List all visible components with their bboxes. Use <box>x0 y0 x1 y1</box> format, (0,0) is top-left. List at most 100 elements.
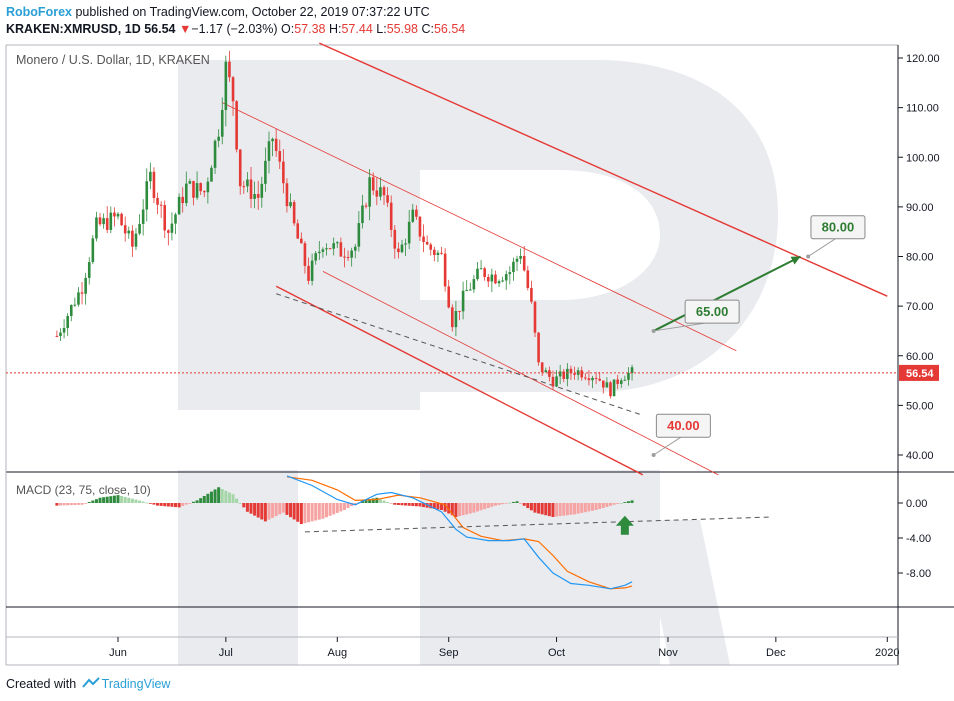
macd-histogram-bar <box>558 503 562 517</box>
macd-histogram-bar <box>307 503 311 523</box>
macd-histogram-bar <box>105 496 109 503</box>
candle-body <box>152 171 156 198</box>
candle-body <box>343 256 346 258</box>
candle-body <box>361 205 364 224</box>
macd-histogram-bar <box>267 503 271 520</box>
macd-histogram-bar <box>303 503 307 524</box>
macd-histogram-bar <box>529 503 533 511</box>
candle-body <box>400 244 404 253</box>
candle-body <box>497 281 501 284</box>
candle-body <box>415 209 418 217</box>
macd-histogram-bar <box>576 503 580 514</box>
macd-histogram-bar <box>623 502 627 503</box>
macd-histogram-bar <box>565 503 569 516</box>
candle-body <box>397 248 400 253</box>
candle-body <box>235 101 238 150</box>
macd-histogram-bar <box>526 503 530 509</box>
candle-body <box>271 138 274 142</box>
down-triangle-icon: ▼ <box>178 22 192 36</box>
macd-tick-label: -4.00 <box>906 533 931 545</box>
macd-histogram-bar <box>389 503 393 504</box>
candle-body <box>300 238 303 244</box>
macd-histogram-bar <box>184 503 188 505</box>
candle-body <box>145 181 149 210</box>
candle-body <box>246 179 249 187</box>
candle-body <box>318 251 321 254</box>
candle-body <box>77 292 80 305</box>
macd-histogram-bar <box>429 503 433 509</box>
candle-body <box>98 217 102 225</box>
candle-body <box>537 332 540 363</box>
macd-axis[interactable]: 0.00 -4.00 -8.00 <box>898 498 931 580</box>
candle-body <box>73 304 77 306</box>
time-tick-label: Jun <box>109 647 127 659</box>
high-value: 57.44 <box>341 22 373 36</box>
macd-histogram-bar <box>465 503 469 515</box>
candle-body <box>364 205 368 207</box>
candle-body <box>231 77 235 102</box>
macd-histogram-bar <box>472 503 476 513</box>
channel-line <box>322 271 719 476</box>
macd-lines <box>286 475 773 590</box>
candle-body <box>292 202 296 224</box>
last-price-tag <box>899 364 939 381</box>
candle-body <box>339 242 343 257</box>
price-pane[interactable] <box>5 44 954 666</box>
price-axis[interactable]: 120.00 110.00 100.00 90.00 80.00 70.00 60.00 50… <box>898 53 940 462</box>
candle-body <box>479 268 483 270</box>
candle-body <box>332 243 335 249</box>
macd-histogram-bar <box>616 503 620 504</box>
candle-body <box>242 186 246 188</box>
macd-histogram-bar <box>608 503 612 506</box>
callout-box <box>684 299 740 324</box>
macd-histogram-bar <box>112 495 116 503</box>
candle-body <box>350 250 353 258</box>
candle-body <box>296 223 300 239</box>
macd-histogram-bar <box>573 503 577 515</box>
publish-line: RoboForex published on TradingView.com, … <box>6 5 430 19</box>
macd-histogram-bar <box>404 503 408 506</box>
macd-line <box>286 475 633 590</box>
candle-body <box>540 362 544 373</box>
open-value: 57.38 <box>294 22 326 36</box>
channel-line <box>319 42 888 297</box>
price-tick-label: 110.00 <box>906 103 939 115</box>
candle-body <box>440 252 443 254</box>
open-label: O: <box>281 22 295 36</box>
published-info: published on TradingView.com, October 22… <box>71 5 430 19</box>
tradingview-link[interactable]: TradingView <box>101 677 171 691</box>
macd-histogram-bar <box>443 503 447 512</box>
publisher-name[interactable]: RoboForex <box>6 5 72 19</box>
time-axis[interactable]: Jun Jul Aug Sep Oct Nov Dec 2020 <box>109 637 900 659</box>
macd-histogram-bar <box>626 501 630 503</box>
candle-body <box>627 373 630 380</box>
macd-histogram-bar <box>490 503 494 507</box>
candle-body <box>573 373 576 375</box>
macd-histogram-bar <box>213 489 217 503</box>
macd-histogram-bar <box>91 500 95 503</box>
macd-histogram-bar <box>583 503 587 513</box>
candle-body <box>282 161 285 184</box>
macd-histogram-bar <box>73 503 77 505</box>
candle-body <box>264 160 267 184</box>
candle-body <box>346 257 350 259</box>
macd-histogram-bar <box>350 503 354 507</box>
macd-histogram-bar <box>80 503 84 505</box>
candle-body <box>619 380 623 384</box>
callout-anchor <box>651 328 656 333</box>
target-annotations[interactable]: 80.00 65.00 40.00 <box>651 215 866 457</box>
candle-body <box>120 213 123 226</box>
macd-histogram-bar <box>483 503 487 510</box>
candle-body <box>260 183 264 198</box>
macd-histogram-bar <box>191 501 195 503</box>
last-price-tag-text: 56.54 <box>906 368 934 380</box>
candle-body <box>314 253 318 261</box>
macd-histogram-bar <box>278 503 282 515</box>
candle-body <box>69 305 73 316</box>
candle-body <box>551 376 555 387</box>
macd-histogram-bar <box>274 503 278 517</box>
tradingview-cloud-icon <box>80 677 102 691</box>
time-tick-label: Aug <box>327 647 347 659</box>
candle-body <box>59 332 62 337</box>
